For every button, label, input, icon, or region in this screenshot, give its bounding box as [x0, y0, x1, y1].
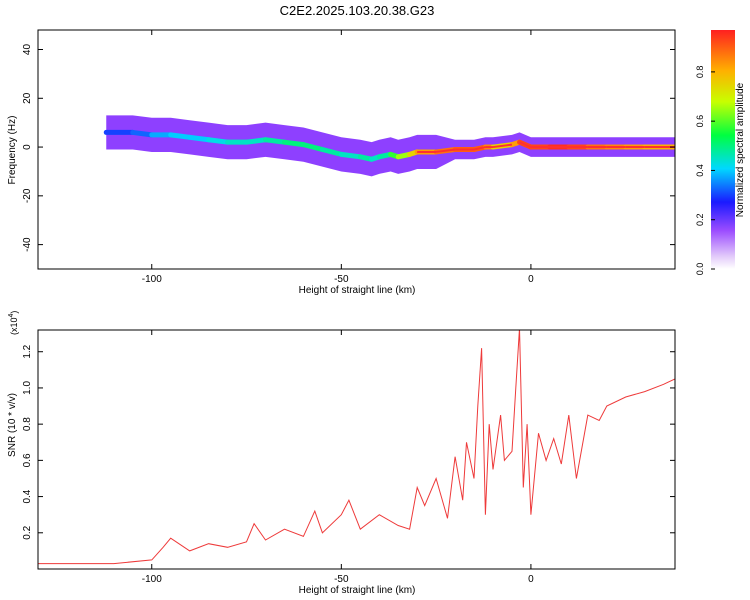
snr-multiplier-text: (x10	[9, 317, 19, 335]
x-tick-label: -100	[142, 274, 162, 285]
snr-multiplier-exponent: 4	[8, 313, 15, 317]
colorbar-tick-label: 0.0	[695, 263, 705, 276]
snr-multiplier-close: )	[9, 311, 19, 314]
snr-x-axis-label: Height of straight line (km)	[299, 585, 416, 596]
snr-x-ticks: -100 -50 0	[142, 330, 534, 585]
colorbar-label: Normalized spectral amplitude	[735, 82, 746, 217]
x-tick-label: 0	[528, 574, 534, 585]
heatmap-ridge-segment	[130, 129, 155, 138]
figure-title: C2E2.2025.103.20.38.G23	[280, 3, 435, 18]
heatmap-ridge-segment	[187, 134, 212, 143]
svg-text:(x104): (x104)	[8, 311, 19, 335]
heatmap-x-ticks: -100 -50 0	[142, 30, 534, 285]
heatmap-x-axis-label: Height of straight line (km)	[299, 285, 416, 296]
snr-y-ticks: 0.2 0.4 0.6 0.8 1.0 1.2	[22, 344, 675, 540]
snr-panel: -100 -50 0 0.2 0.4 0.6 0.8 1.0 1.2 Height of st…	[7, 311, 676, 596]
snr-y-axis-label: SNR (10 * v/v)	[7, 393, 18, 457]
x-tick-label: 0	[528, 274, 534, 285]
colorbar: 0.0 0.2 0.4 0.6 0.8 Normalized spectral ampl…	[695, 30, 746, 275]
heatmap-ridge-core	[435, 148, 456, 153]
heatmap-ridge-segment	[300, 142, 325, 152]
y-tick-label: 0.6	[22, 453, 33, 467]
y-tick-label: 1.2	[22, 344, 33, 358]
y-tick-label: 0.4	[22, 489, 33, 503]
colorbar-tick-label: 0.8	[695, 66, 705, 79]
heatmap-y-axis-label: Frequency (Hz)	[7, 116, 18, 185]
x-tick-label: -50	[334, 274, 349, 285]
heatmap-ridge-segment	[168, 132, 193, 140]
y-tick-label: 0.2	[22, 525, 33, 539]
heatmap-ridge-segment	[319, 147, 344, 157]
x-tick-label: -100	[142, 574, 162, 585]
y-tick-label: 0.8	[22, 417, 33, 431]
heatmap-ridge-segment	[338, 151, 363, 160]
x-tick-label: -50	[334, 574, 349, 585]
y-tick-label: -20	[22, 188, 33, 203]
heatmap-marks	[103, 115, 675, 177]
y-tick-label: 1.0	[22, 381, 33, 395]
heatmap-panel: -100 -50 0 -40 -20 0 20 40 Height of straight …	[7, 29, 676, 296]
snr-plot-area	[38, 330, 675, 569]
colorbar-gradient	[711, 30, 735, 269]
colorbar-tick-label: 0.4	[695, 164, 705, 177]
heatmap-ridge-core	[519, 141, 532, 148]
heatmap-ridge-core	[473, 146, 486, 151]
snr-frame	[37, 329, 676, 570]
heatmap-ridge-segment	[263, 137, 287, 145]
y-tick-label: -40	[22, 237, 33, 252]
y-tick-label: 0	[22, 144, 33, 150]
heatmap-frame	[37, 29, 676, 270]
heatmap-ridge-segment	[206, 137, 231, 145]
colorbar-tick-label: 0.6	[695, 115, 705, 128]
heatmap-ridge-core	[492, 143, 513, 149]
colorbar-ticks: 0.0 0.2 0.4 0.6 0.8	[695, 66, 715, 276]
colorbar-tick-label: 0.2	[695, 213, 705, 226]
heatmap-ridge-segment	[281, 139, 306, 148]
snr-series-line	[38, 330, 675, 565]
heatmap-ridge-segment	[244, 137, 268, 145]
heatmap-halo-band	[106, 115, 675, 177]
snr-multiplier-label: (x104)	[8, 311, 19, 335]
heatmap-y-ticks: -40 -20 0 20 40	[22, 44, 675, 252]
y-tick-label: 20	[22, 92, 33, 104]
y-tick-label: 40	[22, 44, 33, 56]
